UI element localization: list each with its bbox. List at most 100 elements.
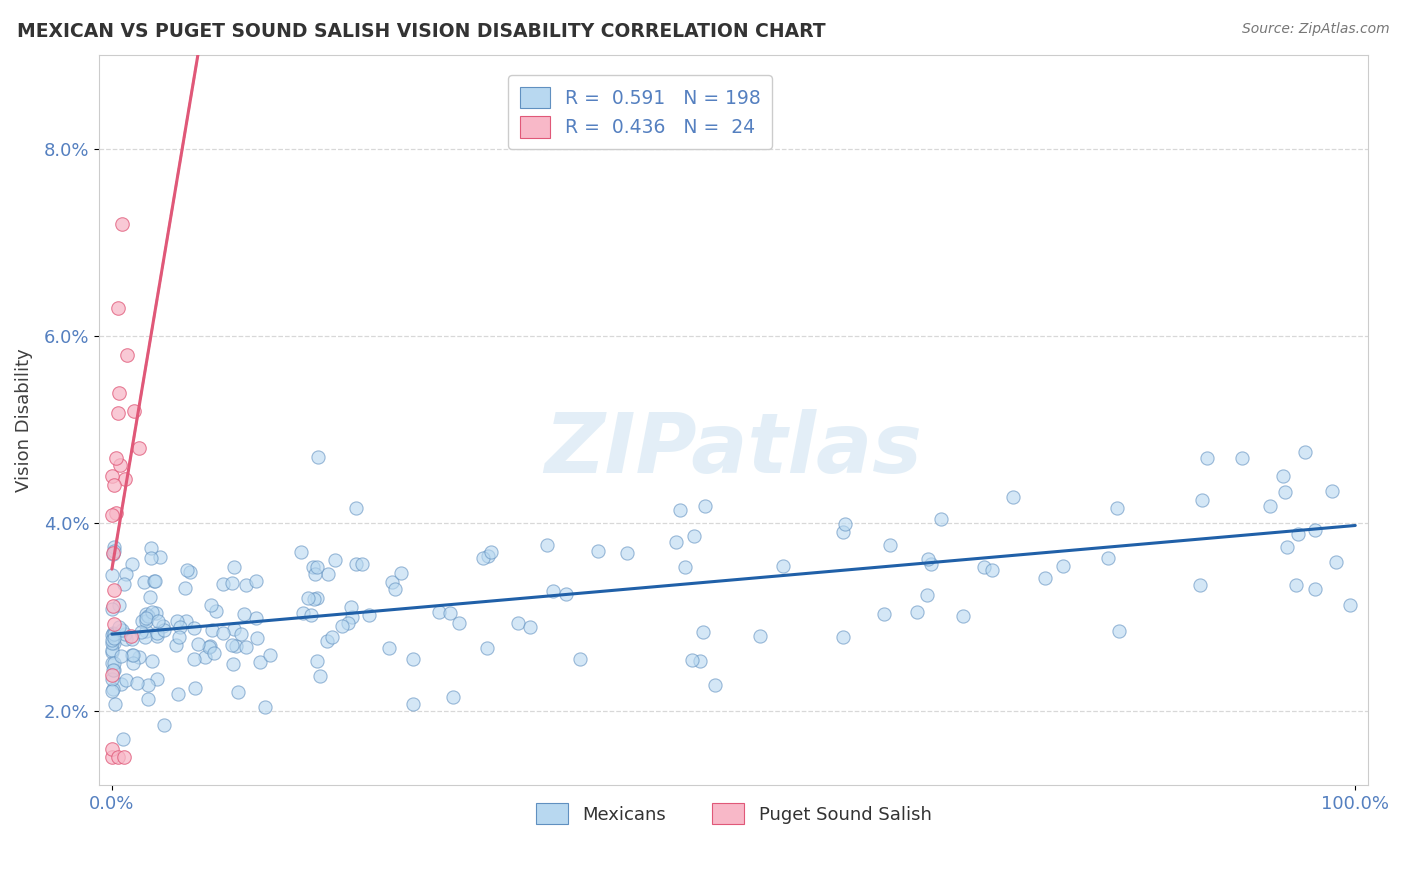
- Point: [103, 631, 125, 645]
- Point: [107, 620, 129, 634]
- Point: [152, 717, 174, 731]
- Point: [101, 601, 124, 615]
- Point: [183, 652, 205, 666]
- Point: [174, 581, 197, 595]
- Point: [114, 627, 136, 641]
- Point: [108, 598, 131, 612]
- Point: [101, 633, 124, 648]
- Point: [259, 648, 281, 662]
- Point: [225, 639, 247, 653]
- Point: [536, 538, 558, 552]
- Point: [441, 690, 464, 705]
- Point: [245, 611, 267, 625]
- Point: [1097, 550, 1119, 565]
- Point: [1052, 559, 1074, 574]
- Point: [111, 217, 134, 231]
- Point: [104, 697, 127, 711]
- Point: [302, 592, 325, 607]
- Point: [103, 546, 125, 560]
- Point: [141, 654, 163, 668]
- Point: [135, 611, 157, 625]
- Point: [339, 599, 361, 614]
- Point: [110, 649, 132, 664]
- Text: ZIPatlas: ZIPatlas: [544, 409, 922, 490]
- Point: [103, 616, 125, 631]
- Point: [135, 614, 157, 628]
- Legend: Mexicans, Puget Sound Salish: Mexicans, Puget Sound Salish: [529, 796, 939, 831]
- Point: [103, 627, 125, 641]
- Point: [187, 637, 209, 651]
- Point: [179, 565, 201, 579]
- Point: [110, 677, 132, 691]
- Point: [299, 607, 322, 622]
- Point: [132, 575, 155, 590]
- Point: [427, 606, 450, 620]
- Point: [107, 750, 129, 764]
- Point: [1271, 469, 1294, 483]
- Point: [692, 625, 714, 640]
- Point: [305, 654, 328, 668]
- Point: [1033, 571, 1056, 585]
- Point: [128, 442, 150, 456]
- Point: [233, 607, 256, 622]
- Point: [103, 541, 125, 555]
- Point: [475, 640, 498, 655]
- Point: [167, 687, 190, 701]
- Point: [316, 633, 339, 648]
- Point: [555, 587, 578, 601]
- Text: MEXICAN VS PUGET SOUND SALISH VISION DISABILITY CORRELATION CHART: MEXICAN VS PUGET SOUND SALISH VISION DIS…: [17, 22, 825, 41]
- Point: [246, 631, 269, 645]
- Point: [112, 750, 135, 764]
- Point: [1303, 582, 1326, 596]
- Point: [121, 557, 143, 571]
- Point: [115, 632, 138, 646]
- Point: [101, 636, 124, 650]
- Point: [477, 549, 499, 563]
- Point: [321, 630, 343, 644]
- Point: [693, 500, 716, 514]
- Point: [101, 643, 124, 657]
- Point: [479, 545, 502, 559]
- Point: [323, 553, 346, 567]
- Point: [873, 607, 896, 621]
- Point: [1275, 540, 1298, 554]
- Point: [1286, 526, 1309, 541]
- Point: [101, 742, 124, 756]
- Point: [224, 559, 246, 574]
- Point: [235, 578, 257, 592]
- Point: [145, 626, 167, 640]
- Point: [344, 501, 367, 516]
- Point: [342, 609, 364, 624]
- Point: [138, 692, 160, 706]
- Point: [120, 629, 142, 643]
- Point: [111, 623, 134, 637]
- Point: [136, 678, 159, 692]
- Point: [305, 559, 328, 574]
- Point: [184, 681, 207, 695]
- Point: [389, 566, 412, 580]
- Point: [107, 406, 129, 420]
- Point: [665, 535, 688, 549]
- Point: [104, 450, 127, 465]
- Point: [304, 567, 326, 582]
- Point: [879, 538, 901, 552]
- Point: [226, 685, 249, 699]
- Point: [1339, 598, 1361, 612]
- Point: [131, 614, 153, 628]
- Point: [167, 630, 190, 644]
- Point: [114, 472, 136, 486]
- Point: [472, 551, 495, 566]
- Point: [832, 524, 855, 539]
- Point: [1260, 499, 1282, 513]
- Point: [103, 582, 125, 597]
- Point: [212, 626, 235, 640]
- Point: [143, 574, 166, 588]
- Point: [952, 608, 974, 623]
- Point: [135, 607, 157, 621]
- Point: [176, 563, 198, 577]
- Point: [330, 619, 353, 633]
- Point: [165, 638, 187, 652]
- Point: [108, 458, 131, 472]
- Point: [101, 645, 124, 659]
- Point: [139, 541, 162, 555]
